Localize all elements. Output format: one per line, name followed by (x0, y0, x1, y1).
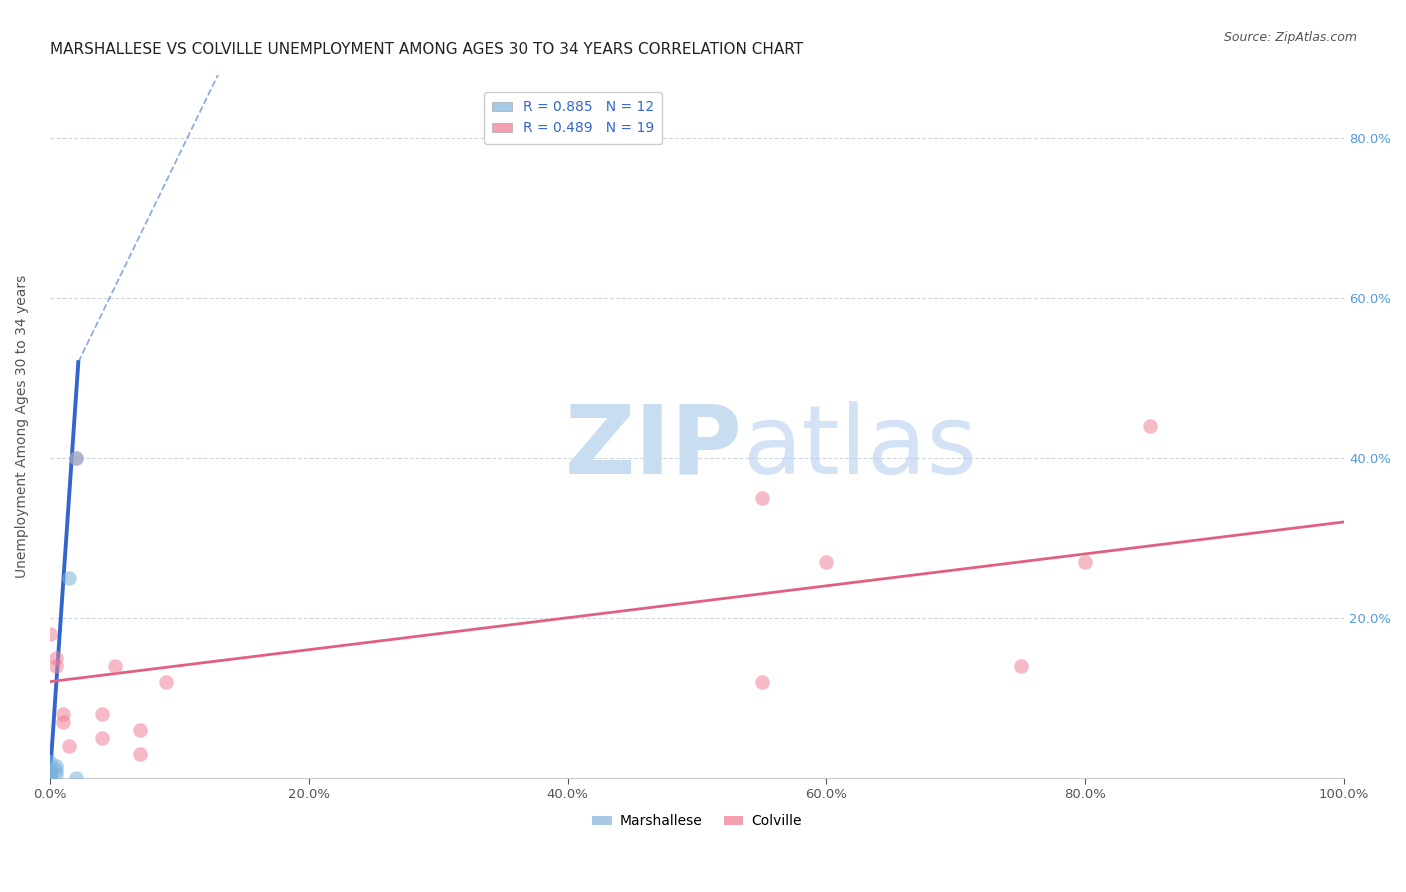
Point (90, 706, 112, 721)
Point (129, 747, 152, 761)
Text: ZIP: ZIP (564, 401, 742, 493)
Point (815, 555, 838, 569)
Point (38, 766, 60, 780)
Point (58, 571, 80, 585)
Text: MARSHALLESE VS COLVILLE UNEMPLOYMENT AMONG AGES 30 TO 34 YEARS CORRELATION CHART: MARSHALLESE VS COLVILLE UNEMPLOYMENT AMO… (49, 42, 803, 57)
Point (58, 739, 80, 753)
Point (90, 731, 112, 745)
Point (45, 766, 67, 780)
Point (1139, 419, 1161, 434)
Point (38, 771, 60, 785)
Point (45, 758, 67, 772)
Point (38, 755, 60, 769)
Point (38, 771, 60, 785)
Legend: Marshallese, Colville: Marshallese, Colville (586, 809, 807, 834)
Point (751, 674, 773, 689)
Point (155, 674, 177, 689)
Point (52, 714, 75, 729)
Point (1010, 658, 1032, 673)
Point (38, 763, 60, 777)
Point (52, 706, 75, 721)
Point (65, 450, 87, 465)
Y-axis label: Unemployment Among Ages 30 to 34 years: Unemployment Among Ages 30 to 34 years (15, 275, 30, 578)
Point (65, 450, 87, 465)
Point (45, 763, 67, 777)
Point (38, 626, 60, 640)
Text: atlas: atlas (742, 401, 977, 493)
Point (45, 658, 67, 673)
Point (38, 771, 60, 785)
Point (103, 658, 125, 673)
Point (45, 650, 67, 665)
Text: Source: ZipAtlas.com: Source: ZipAtlas.com (1223, 31, 1357, 45)
Point (65, 771, 87, 785)
Point (129, 723, 152, 737)
Point (1074, 555, 1097, 569)
Point (751, 491, 773, 505)
